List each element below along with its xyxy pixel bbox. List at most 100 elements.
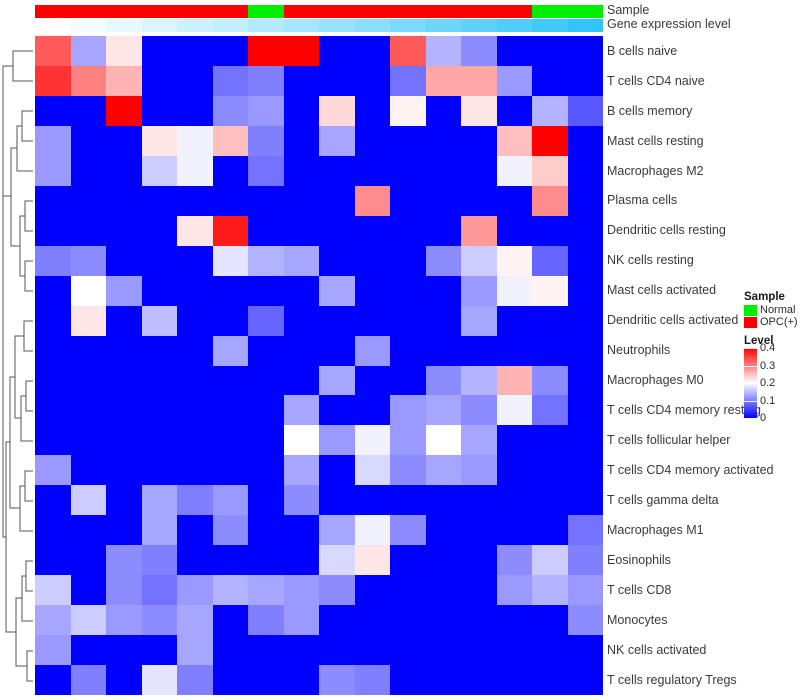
heatmap-cell[interactable] [532, 605, 568, 636]
heatmap-cell[interactable] [212, 335, 248, 366]
heatmap-cell[interactable] [319, 215, 355, 246]
heatmap-cell[interactable] [35, 515, 71, 546]
heatmap-cell[interactable] [354, 665, 390, 695]
heatmap-cell[interactable] [35, 215, 71, 246]
heatmap-cell[interactable] [70, 545, 106, 576]
heatmap-cell[interactable] [283, 425, 319, 456]
heatmap-cell[interactable] [106, 455, 142, 486]
heatmap-cell[interactable] [70, 365, 106, 396]
heatmap-cell[interactable] [106, 395, 142, 426]
heatmap-cell[interactable] [532, 365, 568, 396]
heatmap-cell[interactable] [212, 485, 248, 516]
heatmap-cell[interactable] [532, 125, 568, 156]
heatmap-cell[interactable] [461, 425, 497, 456]
heatmap-cell[interactable] [35, 665, 71, 695]
heatmap-cell[interactable] [141, 545, 177, 576]
heatmap-cell[interactable] [248, 635, 284, 666]
heatmap-cell[interactable] [70, 635, 106, 666]
heatmap-cell[interactable] [35, 545, 71, 576]
heatmap-cell[interactable] [461, 545, 497, 576]
heatmap-cell[interactable] [425, 335, 461, 366]
heatmap-cell[interactable] [70, 95, 106, 126]
heatmap-cell[interactable] [390, 95, 426, 126]
heatmap-cell[interactable] [496, 95, 532, 126]
heatmap-cell[interactable] [106, 515, 142, 546]
heatmap-cell[interactable] [319, 335, 355, 366]
heatmap-cell[interactable] [425, 185, 461, 216]
heatmap-cell[interactable] [567, 545, 603, 576]
heatmap-cell[interactable] [70, 515, 106, 546]
heatmap-cell[interactable] [283, 155, 319, 186]
heatmap-cell[interactable] [212, 65, 248, 96]
heatmap-cell[interactable] [70, 215, 106, 246]
heatmap-cell[interactable] [283, 365, 319, 396]
heatmap-cell[interactable] [283, 305, 319, 336]
heatmap-cell[interactable] [70, 125, 106, 156]
heatmap-cell[interactable] [106, 125, 142, 156]
heatmap-cell[interactable] [496, 155, 532, 186]
heatmap-cell[interactable] [532, 305, 568, 336]
heatmap-cell[interactable] [354, 425, 390, 456]
heatmap-cell[interactable] [532, 425, 568, 456]
heatmap-cell[interactable] [354, 575, 390, 606]
heatmap-cell[interactable] [70, 335, 106, 366]
heatmap-cell[interactable] [70, 605, 106, 636]
heatmap-cell[interactable] [319, 425, 355, 456]
heatmap-cell[interactable] [35, 65, 71, 96]
heatmap-cell[interactable] [567, 335, 603, 366]
heatmap-cell[interactable] [283, 665, 319, 695]
heatmap-cell[interactable] [177, 665, 213, 695]
heatmap-cell[interactable] [496, 305, 532, 336]
heatmap-cell[interactable] [461, 515, 497, 546]
heatmap-cell[interactable] [177, 36, 213, 66]
heatmap-cell[interactable] [248, 65, 284, 96]
heatmap-cell[interactable] [319, 395, 355, 426]
heatmap-cell[interactable] [319, 245, 355, 276]
heatmap-cell[interactable] [496, 65, 532, 96]
heatmap-cell[interactable] [354, 335, 390, 366]
heatmap-cell[interactable] [319, 635, 355, 666]
heatmap-cell[interactable] [283, 215, 319, 246]
heatmap-cell[interactable] [319, 305, 355, 336]
heatmap-cell[interactable] [35, 275, 71, 306]
heatmap-cell[interactable] [141, 575, 177, 606]
heatmap-cell[interactable] [35, 635, 71, 666]
heatmap-cell[interactable] [177, 95, 213, 126]
heatmap-cell[interactable] [496, 455, 532, 486]
heatmap-cell[interactable] [461, 635, 497, 666]
heatmap-cell[interactable] [106, 155, 142, 186]
heatmap-cell[interactable] [496, 125, 532, 156]
heatmap-cell[interactable] [354, 275, 390, 306]
heatmap-cell[interactable] [496, 665, 532, 695]
heatmap-cell[interactable] [141, 245, 177, 276]
heatmap-cell[interactable] [319, 665, 355, 695]
heatmap-cell[interactable] [106, 36, 142, 66]
heatmap-cell[interactable] [390, 275, 426, 306]
heatmap-cell[interactable] [35, 395, 71, 426]
heatmap-cell[interactable] [532, 665, 568, 695]
heatmap-cell[interactable] [141, 335, 177, 366]
heatmap-cell[interactable] [461, 215, 497, 246]
heatmap-cell[interactable] [283, 245, 319, 276]
heatmap-cell[interactable] [212, 605, 248, 636]
heatmap-cell[interactable] [177, 575, 213, 606]
heatmap-cell[interactable] [35, 95, 71, 126]
heatmap-cell[interactable] [177, 635, 213, 666]
heatmap-cell[interactable] [496, 605, 532, 636]
heatmap-cell[interactable] [106, 185, 142, 216]
heatmap-cell[interactable] [106, 485, 142, 516]
heatmap-cell[interactable] [425, 65, 461, 96]
heatmap-cell[interactable] [567, 95, 603, 126]
heatmap-cell[interactable] [212, 155, 248, 186]
heatmap-cell[interactable] [390, 455, 426, 486]
heatmap-cell[interactable] [283, 125, 319, 156]
heatmap-cell[interactable] [106, 215, 142, 246]
heatmap-cell[interactable] [248, 245, 284, 276]
heatmap-cell[interactable] [461, 275, 497, 306]
heatmap-cell[interactable] [425, 605, 461, 636]
heatmap-cell[interactable] [532, 275, 568, 306]
heatmap-cell[interactable] [461, 335, 497, 366]
heatmap-cell[interactable] [106, 665, 142, 695]
heatmap-cell[interactable] [106, 635, 142, 666]
heatmap-cell[interactable] [532, 575, 568, 606]
